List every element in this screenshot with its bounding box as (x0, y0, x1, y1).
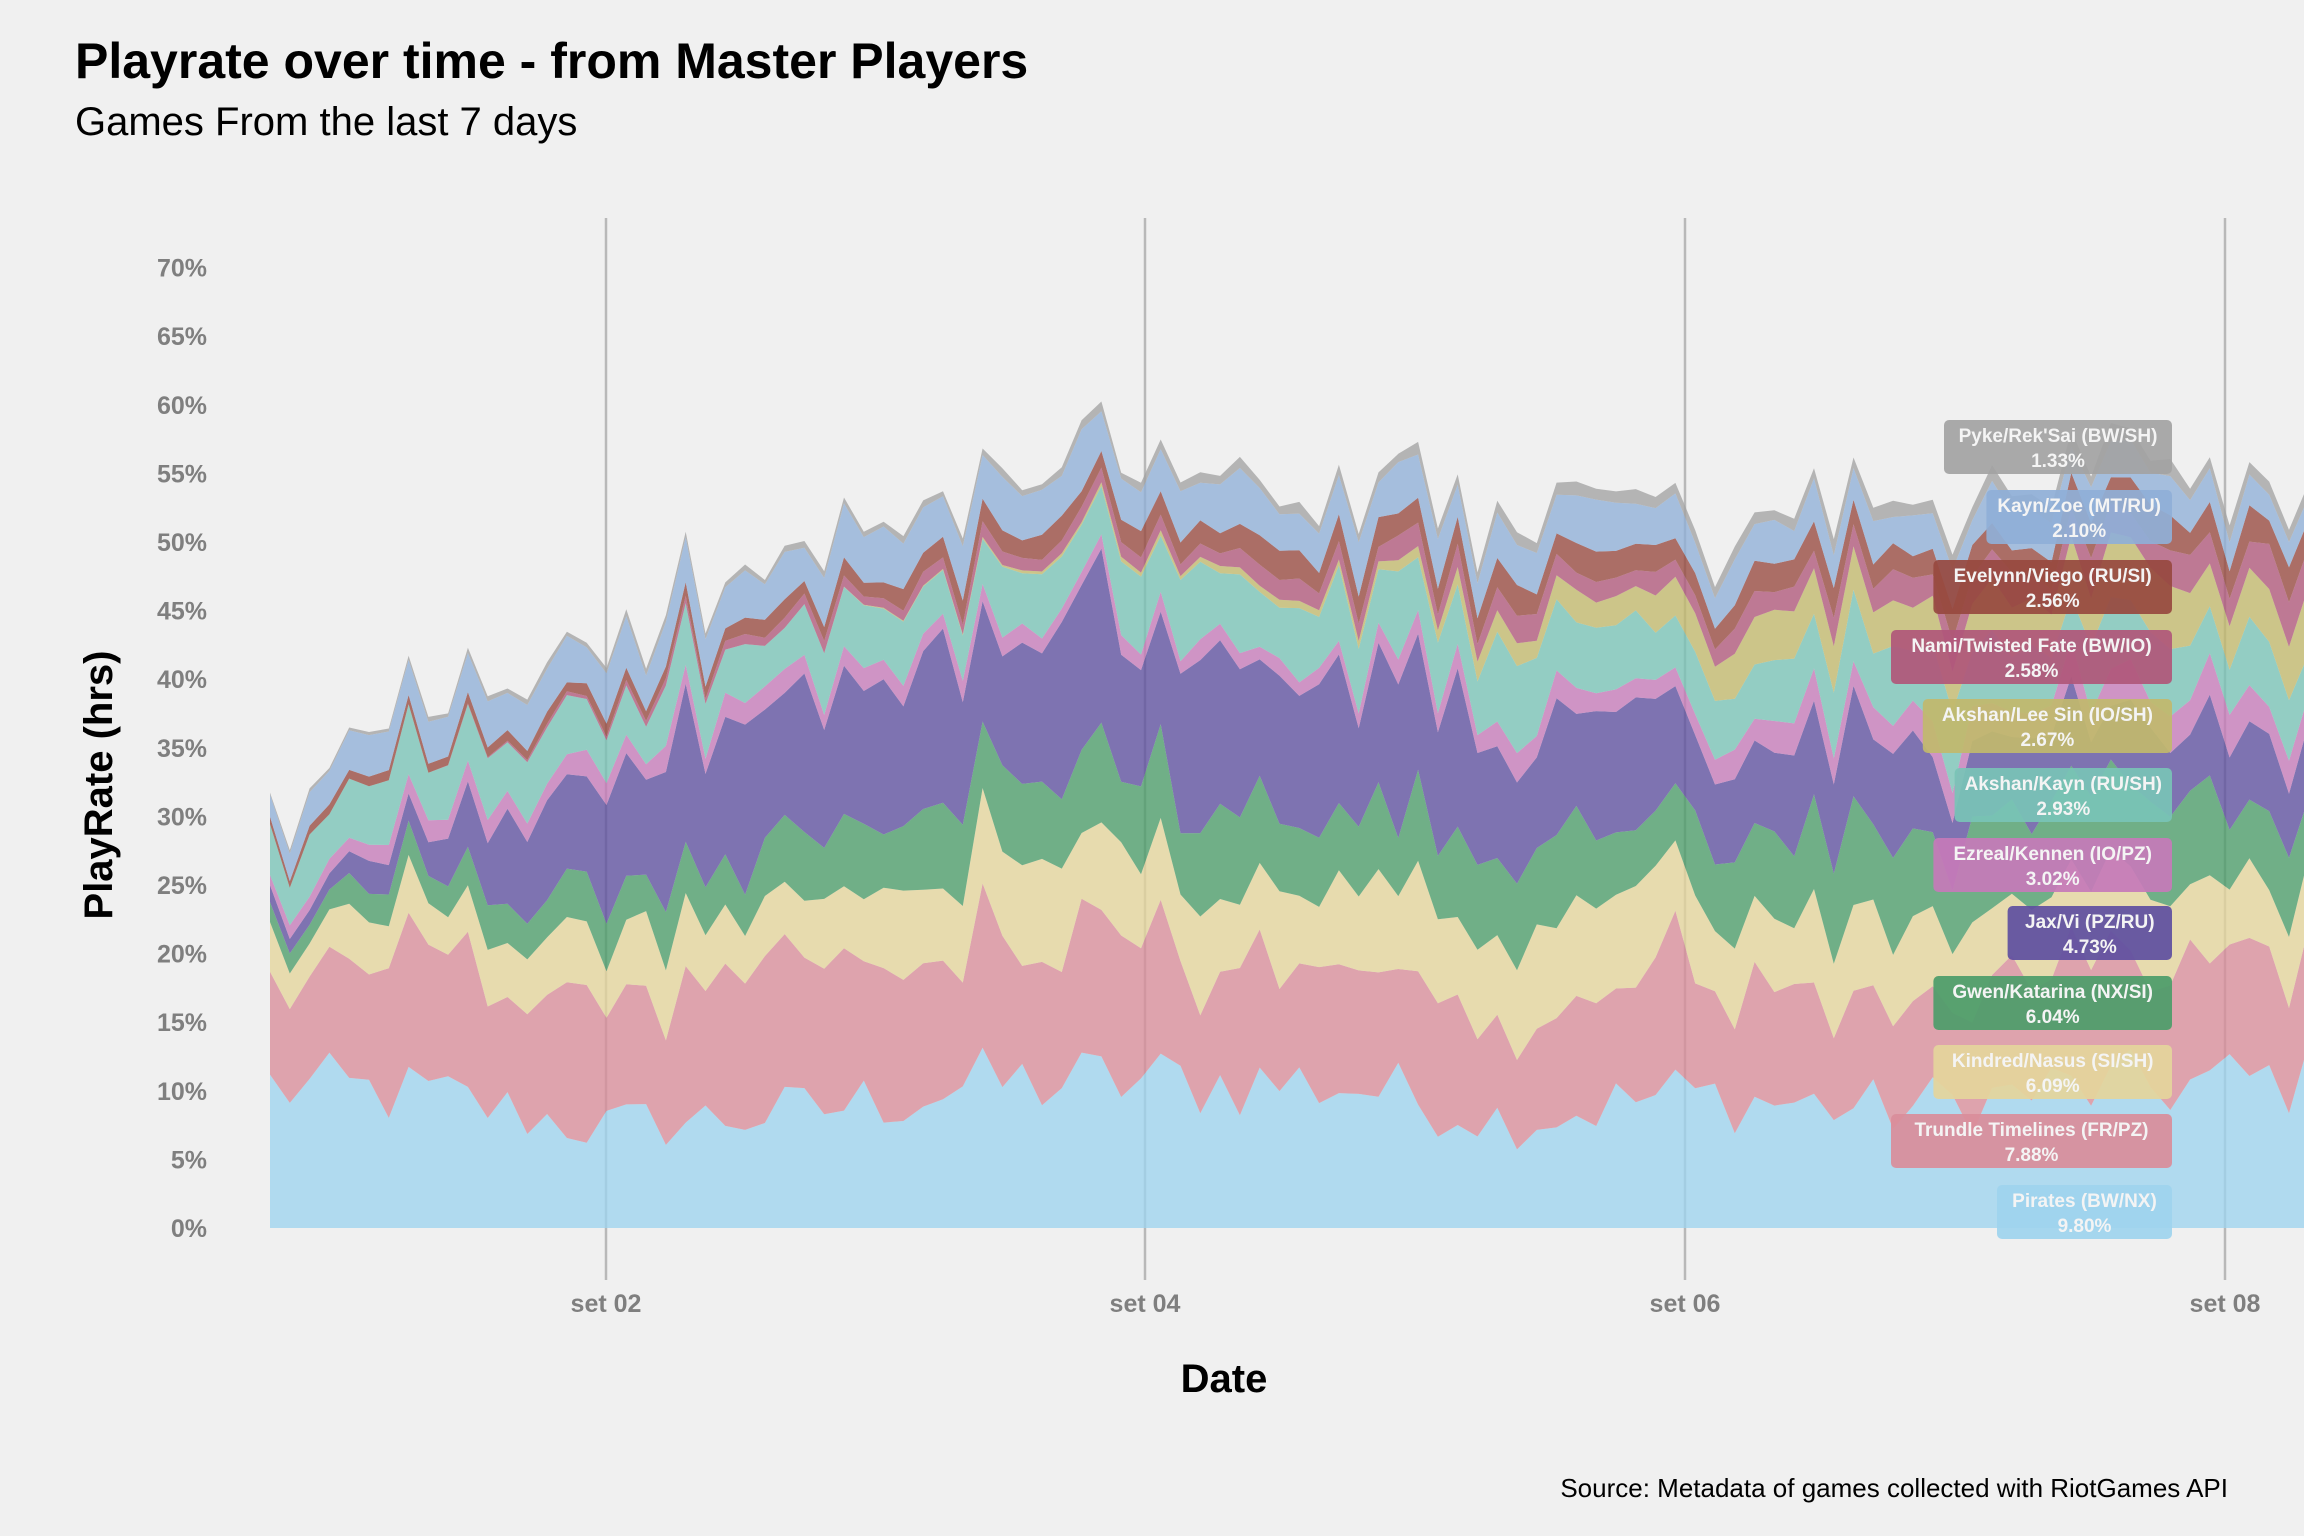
series-label-name: Jax/Vi (PZ/RU) (2025, 912, 2155, 933)
series-label-box (1954, 768, 2172, 822)
area-5 (270, 534, 2304, 939)
series-label-value: 2.58% (2005, 661, 2059, 682)
series-label-name: Trundle Timelines (FR/PZ) (1914, 1120, 2148, 1141)
area-3 (270, 721, 2304, 974)
series-label: Ezreal/Kennen (IO/PZ) 3.02% (1933, 838, 2172, 892)
series-label: Kayn/Zoe (MT/RU) 2.10% (1986, 490, 2172, 544)
y-tick-label: 40% (157, 666, 207, 694)
y-tick-label: 25% (157, 872, 207, 900)
x-axis-ticks: set 02 set 04 set 06 set 08 (571, 1290, 2261, 1318)
area-series (270, 401, 2304, 1228)
series-label: Akshan/Lee Sin (IO/SH) 2.67% (1922, 699, 2172, 753)
area-10 (270, 411, 2304, 882)
series-label: Jax/Vi (PZ/RU) 4.73% (2007, 906, 2172, 960)
series-label: Pyke/Rek'Sai (BW/SH) 1.33% (1944, 420, 2172, 474)
area-9 (270, 451, 2304, 888)
y-tick-label: 70% (157, 255, 207, 283)
chart-caption: Source: Metadata of games collected with… (1560, 1473, 2228, 1503)
y-tick-label: 60% (157, 392, 207, 420)
series-label-value: 2.93% (2036, 799, 2090, 820)
series-label-value: 7.88% (2005, 1145, 2059, 1166)
x-axis-title: Date (1181, 1357, 1268, 1401)
series-label-box (1891, 630, 2172, 684)
series-label-value: 2.67% (2020, 730, 2074, 751)
series-label: Gwen/Katarina (NX/SI) 6.04% (1933, 976, 2172, 1030)
series-label: Pirates (BW/NX) 9.80% (1997, 1185, 2172, 1239)
x-tick-label: set 06 (1650, 1290, 1721, 1318)
series-label: Akshan/Kayn (RU/SH) 2.93% (1954, 768, 2172, 822)
series-label-name: Kindred/Nasus (SI/SH) (1952, 1051, 2154, 1072)
y-tick-label: 10% (157, 1078, 207, 1106)
x-tick-label: set 02 (571, 1290, 642, 1318)
y-axis-ticks: 0% 5% 10% 15% 20% 25% 30% 35% 40% 45% 50% 55% 60% 65%… (157, 255, 207, 1243)
series-label-box (1944, 420, 2172, 474)
series-label-box (1986, 490, 2172, 544)
chart-subtitle: Games From the last 7 days (75, 100, 578, 144)
y-tick-label: 20% (157, 941, 207, 969)
y-tick-label: 65% (157, 323, 207, 351)
series-label-value: 4.73% (2063, 937, 2117, 958)
series-label: Trundle Timelines (FR/PZ) 7.88% (1891, 1114, 2172, 1168)
y-tick-label: 35% (157, 735, 207, 763)
y-tick-label: 50% (157, 529, 207, 557)
series-label-value: 2.10% (2052, 521, 2106, 542)
y-tick-label: 15% (157, 1009, 207, 1037)
series-label-value: 2.56% (2026, 591, 2080, 612)
series-label-value: 6.04% (2026, 1007, 2080, 1028)
x-tick-label: set 04 (1110, 1290, 1181, 1318)
series-label: Evelynn/Viego (RU/SI) 2.56% (1933, 560, 2172, 614)
y-tick-label: 55% (157, 460, 207, 488)
series-label-box (1933, 560, 2172, 614)
x-tick-label: set 08 (2190, 1290, 2261, 1318)
series-label-name: Evelynn/Viego (RU/SI) (1954, 566, 2152, 587)
series-label-box (1922, 699, 2172, 753)
y-axis-title: PlayRate (hrs) (77, 651, 121, 920)
series-label-box (1933, 976, 2172, 1030)
chart-title: Playrate over time - from Master Players (75, 33, 1029, 89)
series-label-name: Pyke/Rek'Sai (BW/SH) (1959, 426, 2158, 447)
y-tick-label: 5% (171, 1146, 207, 1174)
series-label-name: Gwen/Katarina (NX/SI) (1952, 982, 2153, 1003)
area-4 (270, 548, 2304, 954)
series-label-box (1933, 838, 2172, 892)
series-label-box (1933, 1045, 2172, 1099)
series-label-name: Ezreal/Kennen (IO/PZ) (1953, 844, 2151, 865)
series-label-name: Kayn/Zoe (MT/RU) (1997, 496, 2161, 517)
series-label-value: 1.33% (2031, 451, 2085, 472)
area-1 (270, 883, 2304, 1150)
series-label-value: 9.80% (2058, 1216, 2112, 1237)
series-label: Kindred/Nasus (SI/SH) 6.09% (1933, 1045, 2172, 1099)
series-label-value: 6.09% (2026, 1076, 2080, 1097)
series-label-value: 3.02% (2026, 869, 2080, 890)
area-2 (270, 788, 2304, 1060)
series-label: Nami/Twisted Fate (BW/IO) 2.58% (1891, 630, 2172, 684)
area-0 (270, 1047, 2304, 1228)
series-label-name: Pirates (BW/NX) (2012, 1191, 2157, 1212)
y-tick-label: 0% (171, 1215, 207, 1243)
series-label-box (1997, 1185, 2172, 1239)
y-tick-label: 30% (157, 803, 207, 831)
series-labels: Pirates (BW/NX) 9.80% Trundle Timelines (F… (1891, 420, 2172, 1239)
series-label-name: Nami/Twisted Fate (BW/IO) (1911, 636, 2151, 657)
series-label-box (2007, 906, 2172, 960)
series-label-name: Akshan/Kayn (RU/SH) (1965, 774, 2162, 795)
y-tick-label: 45% (157, 598, 207, 626)
series-label-name: Akshan/Lee Sin (IO/SH) (1942, 705, 2153, 726)
series-label-box (1891, 1114, 2172, 1168)
area-6 (270, 486, 2304, 926)
